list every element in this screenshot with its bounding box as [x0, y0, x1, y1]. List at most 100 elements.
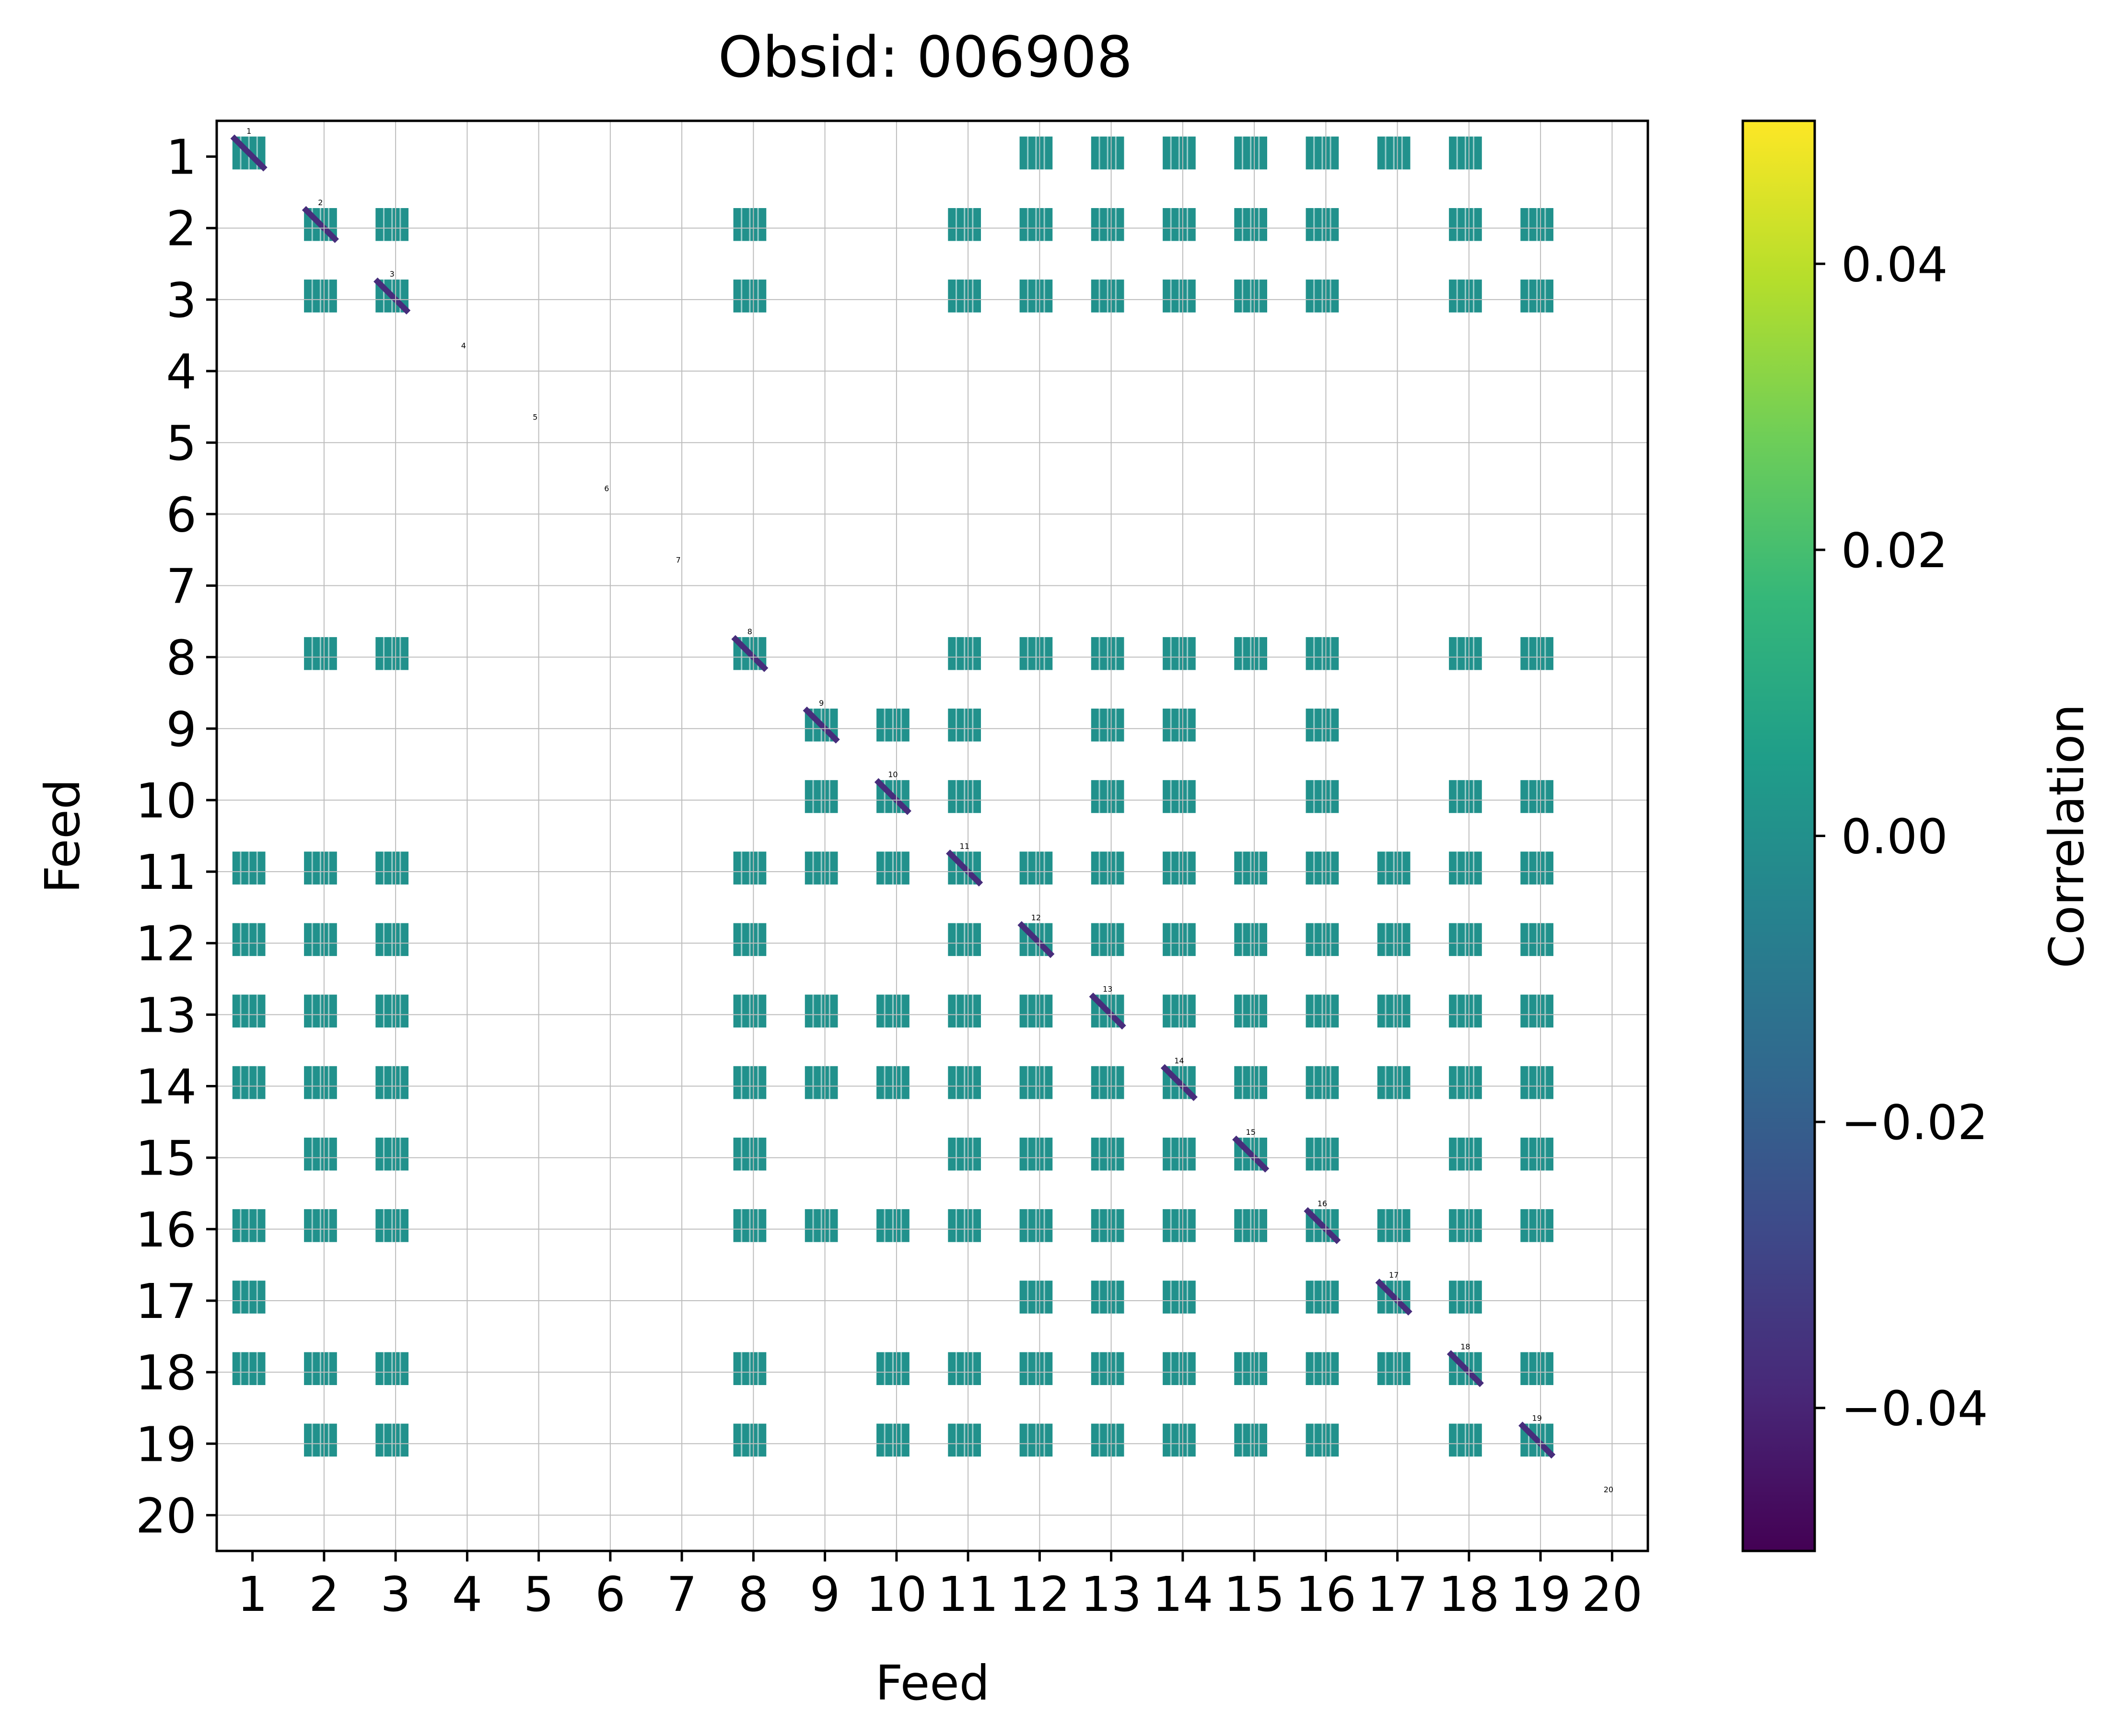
heatmap-cell-detail	[1528, 1066, 1546, 1099]
heatmap-cell-detail	[1456, 1066, 1475, 1099]
x-tick-label: 15	[1224, 1566, 1284, 1622]
y-tick-label: 12	[136, 916, 197, 972]
heatmap-cell-detail	[1027, 1066, 1045, 1099]
heatmap-cell-detail	[956, 994, 974, 1028]
y-tick-label: 6	[166, 487, 197, 543]
x-tick-label: 11	[937, 1566, 998, 1622]
heatmap-cell-detail	[1313, 994, 1331, 1028]
colorbar-tick-label: 0.02	[1841, 523, 1948, 579]
heatmap-cell-detail	[311, 1066, 330, 1099]
heatmap-cell-detail	[1313, 637, 1331, 670]
heatmap-cell-detail	[383, 1352, 401, 1385]
heatmap-cell-detail	[956, 923, 974, 956]
colorbar-label: Correlation	[2039, 704, 2095, 968]
heatmap-cell-detail	[1456, 136, 1475, 170]
heatmap-cell-detail	[383, 1423, 401, 1457]
y-tick-label: 18	[136, 1345, 197, 1401]
x-tick-label: 3	[380, 1566, 411, 1622]
x-tick-label: 12	[1009, 1566, 1070, 1622]
heatmap-cell-detail	[741, 923, 759, 956]
heatmap-cell-detail	[1098, 923, 1117, 956]
diagonal-label: 6	[604, 484, 609, 493]
heatmap-cell-detail	[1528, 851, 1546, 885]
heatmap-cell-detail	[1170, 923, 1189, 956]
heatmap-cell-detail	[741, 1066, 759, 1099]
heatmap-cell-detail	[311, 1423, 330, 1457]
diagonal-autocorrelation	[302, 206, 339, 243]
heatmap-cell-detail	[1242, 851, 1260, 885]
diagonal-label: 19	[1532, 1414, 1542, 1423]
heatmap-cell-detail	[1242, 280, 1260, 313]
heatmap-cell-detail	[1098, 208, 1117, 241]
heatmap-cell-detail	[1242, 136, 1260, 170]
y-tick-label: 10	[136, 773, 197, 829]
chart-title: Obsid: 006908	[718, 24, 1133, 90]
y-tick-label: 4	[166, 344, 197, 400]
diagonal-label: 18	[1460, 1342, 1470, 1351]
colorbar-tick-label: −0.04	[1841, 1381, 1988, 1437]
heatmap-cell-detail	[1528, 994, 1546, 1028]
diagonal-label: 15	[1246, 1128, 1256, 1137]
heatmap-cell-detail	[1456, 1137, 1475, 1171]
heatmap-cell-detail	[240, 994, 258, 1028]
heatmap-cell-detail	[1027, 994, 1045, 1028]
y-tick-label: 1	[166, 129, 197, 186]
diagonal-label: 17	[1389, 1270, 1399, 1280]
heatmap-cell-detail	[311, 1352, 330, 1385]
heatmap-cell-detail	[1098, 1352, 1117, 1385]
heatmap-cell-detail	[1385, 851, 1403, 885]
diagonal-autocorrelation	[731, 635, 769, 672]
heatmap-cell-detail	[1170, 1352, 1189, 1385]
heatmap-cell-detail	[812, 780, 830, 813]
heatmap-cell-detail	[240, 1281, 258, 1314]
heatmap-cell-detail	[812, 1209, 830, 1242]
heatmap-cell-detail	[383, 994, 401, 1028]
heatmap-cell-detail	[1027, 136, 1045, 170]
heatmap-cell-detail	[884, 1209, 902, 1242]
colorbar-ticks: 0.04 0.02 0.00 −0.02 −0.04	[1815, 236, 1988, 1437]
heatmap-cell-detail	[741, 994, 759, 1028]
heatmap-cell-detail	[1242, 637, 1260, 670]
colorbar	[1743, 121, 1815, 1551]
diagonal-autocorrelation	[230, 134, 268, 172]
heatmap-cell-detail	[1098, 1066, 1117, 1099]
heatmap-cell-detail	[1098, 637, 1117, 670]
heatmap-cell-detail	[1528, 1209, 1546, 1242]
heatmap-cell-detail	[1170, 136, 1189, 170]
heatmap-cell-detail	[1313, 709, 1331, 742]
heatmap-gridlines	[217, 121, 1648, 1551]
diagonal-autocorrelation	[1017, 921, 1055, 958]
heatmap-cell-detail	[884, 1423, 902, 1457]
heatmap-cell-detail	[812, 994, 830, 1028]
heatmap-cell-detail	[1528, 637, 1546, 670]
heatmap-cell-detail	[1170, 780, 1189, 813]
heatmap-cell-detail	[1385, 994, 1403, 1028]
heatmap-cell-detail	[311, 851, 330, 885]
heatmap-cell-detail	[812, 1066, 830, 1099]
diagonal-autocorrelation	[1160, 1064, 1198, 1101]
heatmap-cell-detail	[240, 1066, 258, 1099]
heatmap-cell-detail	[1528, 1137, 1546, 1171]
heatmap-cell-detail	[1027, 280, 1045, 313]
x-tick-label: 6	[595, 1566, 626, 1622]
heatmap-cell-detail	[1313, 1066, 1331, 1099]
heatmap-cell-detail	[741, 1423, 759, 1457]
heatmap-cell-detail	[1170, 1423, 1189, 1457]
heatmap-cell-detail	[383, 1209, 401, 1242]
colorbar-tick-label: 0.04	[1841, 236, 1948, 292]
heatmap-cell-detail	[1027, 1352, 1045, 1385]
diagonal-autocorrelation	[1446, 1350, 1484, 1387]
diagonal-label: 8	[747, 627, 752, 636]
heatmap-cell-detail	[383, 208, 401, 241]
heatmap-frame	[215, 119, 1649, 1552]
colorbar-tick-label: −0.02	[1841, 1095, 1988, 1151]
y-tick-label: 19	[136, 1416, 197, 1472]
diagonal-autocorrelation	[1089, 992, 1126, 1030]
heatmap-cell-detail	[1170, 637, 1189, 670]
diagonal-autocorrelation	[803, 706, 840, 744]
heatmap-blocks	[230, 134, 1556, 1459]
heatmap-cell-detail	[1456, 1281, 1475, 1314]
